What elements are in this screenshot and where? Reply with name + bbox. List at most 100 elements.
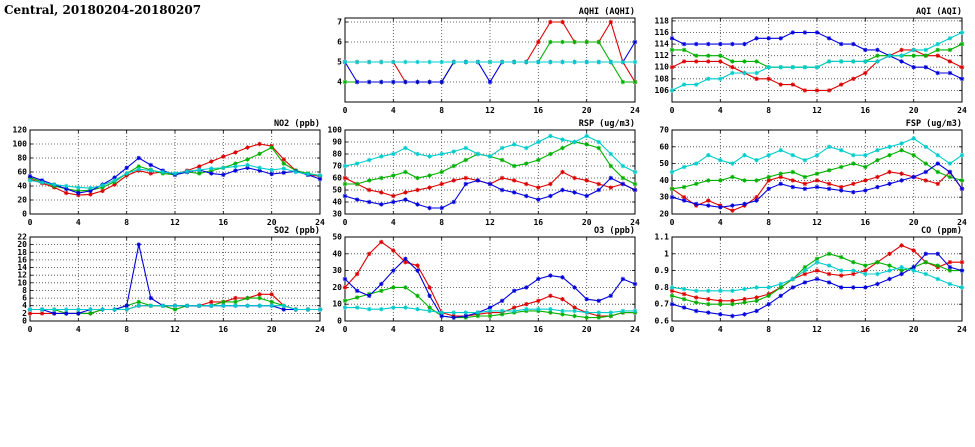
svg-text:30: 30 — [659, 193, 669, 202]
svg-text:40: 40 — [659, 176, 669, 185]
svg-text:4: 4 — [718, 218, 723, 227]
svg-text:12: 12 — [812, 325, 822, 334]
svg-text:4: 4 — [391, 106, 396, 115]
svg-text:20: 20 — [17, 196, 27, 205]
svg-text:22: 22 — [17, 233, 27, 242]
svg-text:24: 24 — [957, 106, 967, 115]
svg-text:40: 40 — [332, 249, 342, 258]
svg-text:8: 8 — [439, 106, 444, 115]
svg-text:12: 12 — [812, 106, 822, 115]
aqi-chart: 106 108 110 112 114 116 118 0 4 8 12 16 20 24 AQI (AQI… — [655, 7, 967, 115]
svg-text:20: 20 — [909, 325, 919, 334]
svg-text:110: 110 — [655, 63, 670, 72]
svg-text:14: 14 — [17, 263, 27, 272]
svg-text:RSP (ug/m3): RSP (ug/m3) — [579, 119, 635, 129]
svg-text:16: 16 — [860, 106, 870, 115]
svg-text:24: 24 — [315, 218, 325, 227]
svg-text:20: 20 — [267, 218, 277, 227]
svg-text:SO2 (ppb): SO2 (ppb) — [274, 226, 320, 236]
svg-text:12: 12 — [485, 325, 495, 334]
svg-text:118: 118 — [655, 16, 670, 25]
svg-text:100: 100 — [328, 126, 343, 135]
svg-text:24: 24 — [630, 325, 640, 334]
fsp-chart: 20 30 40 50 60 70 0 4 8 12 16 20 24 FSP (ug/m3) — [659, 119, 967, 227]
svg-text:5: 5 — [337, 58, 342, 67]
svg-text:60: 60 — [332, 174, 342, 183]
svg-text:6: 6 — [337, 38, 342, 47]
svg-text:6: 6 — [22, 294, 27, 303]
svg-text:16: 16 — [218, 218, 228, 227]
svg-text:106: 106 — [655, 86, 670, 95]
svg-text:2: 2 — [22, 309, 27, 318]
svg-text:16: 16 — [218, 325, 228, 334]
svg-text:20: 20 — [267, 325, 277, 334]
svg-text:4: 4 — [391, 325, 396, 334]
svg-text:60: 60 — [659, 142, 669, 151]
svg-text:16: 16 — [860, 325, 870, 334]
svg-text:120: 120 — [13, 126, 28, 135]
svg-text:24: 24 — [957, 218, 967, 227]
svg-text:4: 4 — [76, 218, 81, 227]
svg-text:0: 0 — [337, 317, 342, 326]
svg-text:16: 16 — [17, 255, 27, 264]
no2-chart: 0 20 40 60 80 100 120 0 4 8 12 16 20 24 NO2 (ppb) — [13, 119, 325, 227]
svg-text:8: 8 — [22, 286, 27, 295]
svg-text:7: 7 — [337, 18, 342, 27]
svg-text:0: 0 — [670, 218, 675, 227]
svg-text:12: 12 — [17, 271, 27, 280]
svg-text:114: 114 — [655, 40, 670, 49]
svg-text:0: 0 — [28, 325, 33, 334]
chart-panel-aqhi: 4 5 6 7 0 4 8 12 16 20 24 AQHI (AQHI) — [315, 4, 655, 124]
svg-text:10: 10 — [332, 300, 342, 309]
svg-text:8: 8 — [766, 106, 771, 115]
chart-panel-o3: 0 10 20 30 40 50 0 4 8 12 16 20 24 O3 (ppb) — [315, 223, 655, 343]
svg-text:12: 12 — [485, 218, 495, 227]
svg-text:AQHI (AQHI): AQHI (AQHI) — [579, 7, 635, 17]
svg-text:8: 8 — [124, 218, 129, 227]
svg-text:0: 0 — [22, 317, 27, 326]
chart-panel-fsp: 20 30 40 50 60 70 0 4 8 12 16 20 24 FSP (ug/m3) — [642, 116, 975, 236]
svg-text:0: 0 — [343, 325, 348, 334]
svg-text:1.1: 1.1 — [655, 233, 670, 242]
svg-text:FSP (ug/m3): FSP (ug/m3) — [906, 119, 962, 129]
chart-panel-aqi: 106 108 110 112 114 116 118 0 4 8 12 16 20 24 AQI (AQI… — [642, 4, 975, 124]
chart-panel-rsp: 30 40 50 60 70 80 90 100 0 4 8 12 16 20 24 RSP (ug/m3) — [315, 116, 655, 236]
svg-text:0.6: 0.6 — [655, 317, 670, 326]
svg-text:108: 108 — [655, 74, 670, 83]
svg-text:12: 12 — [812, 218, 822, 227]
o3-chart: 0 10 20 30 40 50 0 4 8 12 16 20 24 O3 (ppb) — [332, 226, 640, 334]
svg-text:8: 8 — [766, 218, 771, 227]
svg-text:20: 20 — [909, 106, 919, 115]
svg-text:0.9: 0.9 — [655, 266, 670, 275]
svg-text:24: 24 — [630, 218, 640, 227]
svg-text:0: 0 — [670, 106, 675, 115]
chart-panel-no2: 0 20 40 60 80 100 120 0 4 8 12 16 20 24 NO2 (ppb) — [0, 116, 340, 236]
svg-text:8: 8 — [439, 218, 444, 227]
svg-text:20: 20 — [332, 283, 342, 292]
svg-text:0: 0 — [670, 325, 675, 334]
svg-text:NO2 (ppb): NO2 (ppb) — [274, 119, 320, 129]
svg-text:12: 12 — [170, 218, 180, 227]
page-title: Central, 20180204-20180207 — [4, 3, 202, 17]
svg-text:4: 4 — [76, 325, 81, 334]
svg-text:20: 20 — [909, 218, 919, 227]
svg-text:20: 20 — [17, 240, 27, 249]
svg-text:8: 8 — [439, 325, 444, 334]
svg-text:16: 16 — [533, 325, 543, 334]
aqhi-chart: 4 5 6 7 0 4 8 12 16 20 24 AQHI (AQHI) — [337, 7, 640, 115]
svg-text:0: 0 — [28, 218, 33, 227]
svg-text:80: 80 — [17, 154, 27, 163]
svg-text:O3 (ppb): O3 (ppb) — [594, 226, 635, 236]
svg-text:10: 10 — [17, 278, 27, 287]
co-chart: 0.6 0.7 0.8 0.9 1 1.1 0 4 8 12 16 20 24 CO (ppm) — [655, 226, 967, 334]
svg-text:40: 40 — [17, 182, 27, 191]
svg-text:30: 30 — [332, 210, 342, 219]
svg-text:0: 0 — [343, 218, 348, 227]
svg-text:90: 90 — [332, 138, 342, 147]
svg-text:4: 4 — [22, 301, 27, 310]
svg-text:16: 16 — [533, 106, 543, 115]
svg-text:70: 70 — [659, 126, 669, 135]
svg-text:50: 50 — [659, 159, 669, 168]
